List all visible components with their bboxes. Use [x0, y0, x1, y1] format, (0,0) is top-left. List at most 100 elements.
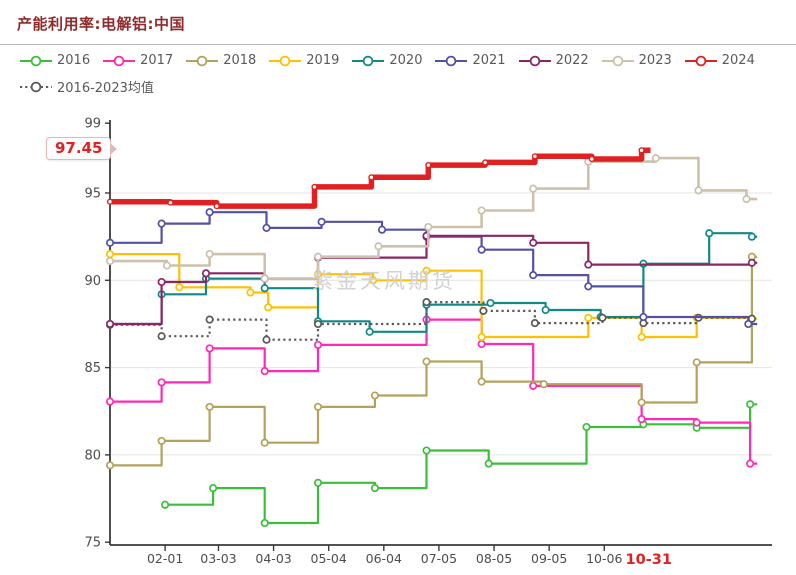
data-point-2024[interactable] [638, 147, 645, 154]
data-point-2020[interactable] [365, 327, 374, 336]
data-point-2017[interactable] [260, 367, 269, 376]
data-point-2017[interactable] [692, 418, 701, 427]
data-point-2016[interactable] [161, 500, 170, 509]
data-point-2023[interactable] [205, 250, 214, 259]
data-point-2021[interactable] [744, 319, 753, 329]
data-point-2017[interactable] [529, 381, 538, 390]
series-line-2021[interactable] [110, 211, 758, 326]
data-point-2018[interactable] [539, 380, 548, 389]
data-point-2024[interactable] [531, 153, 539, 160]
legend-item-2022[interactable]: 2022 [518, 52, 589, 69]
data-point-2017[interactable] [205, 344, 214, 353]
series-2017[interactable] [105, 315, 758, 468]
legend-item-2019[interactable]: 2019 [269, 52, 339, 69]
data-point-2017[interactable] [477, 339, 486, 349]
data-point-2023[interactable] [260, 274, 269, 283]
legend-item-2020[interactable]: 2020 [352, 52, 422, 69]
data-point-2024[interactable] [311, 183, 318, 191]
data-point-2021[interactable] [105, 238, 115, 247]
series-2019[interactable] [105, 250, 758, 342]
data-point-2019[interactable] [105, 250, 115, 259]
legend-item-2018[interactable]: 2018 [186, 52, 256, 69]
data-point-2019[interactable] [264, 303, 273, 312]
data-point-2024[interactable] [482, 159, 489, 166]
data-point-2018[interactable] [692, 358, 701, 367]
data-point-2024[interactable] [368, 174, 375, 181]
data-point-2021[interactable] [157, 219, 166, 228]
series-line-2024[interactable] [110, 147, 651, 209]
data-point-2017[interactable] [157, 378, 166, 387]
data-point-2023[interactable] [313, 252, 323, 261]
data-point-2016[interactable] [484, 459, 493, 468]
data-point-2023[interactable] [424, 222, 433, 232]
data-point-2017[interactable] [637, 415, 646, 424]
legend-item-2016-2023均值[interactable]: 2016-2023均值 [20, 78, 154, 96]
data-point-2024[interactable] [588, 155, 595, 163]
data-point-2023[interactable] [477, 206, 486, 215]
data-point-2020[interactable] [486, 298, 495, 308]
legend-item-2016[interactable]: 2016 [20, 52, 90, 69]
data-point-2016[interactable] [422, 446, 431, 455]
series-line-2018[interactable] [110, 255, 758, 467]
data-point-2016[interactable] [746, 400, 755, 409]
data-point-2024[interactable] [213, 203, 220, 210]
data-point-2016-2023均值[interactable] [598, 313, 607, 322]
data-point-2023[interactable] [162, 261, 171, 270]
data-point-2018[interactable] [422, 357, 431, 366]
data-point-2018[interactable] [105, 461, 115, 470]
data-point-2023[interactable] [529, 184, 538, 193]
series-2016-2023均值[interactable] [105, 298, 758, 344]
data-point-2018[interactable] [313, 402, 323, 411]
data-point-2021[interactable] [584, 282, 593, 291]
data-point-2019[interactable] [477, 332, 486, 342]
data-point-2019[interactable] [637, 332, 646, 342]
data-point-2016-2023均值[interactable] [479, 306, 488, 315]
data-point-2023[interactable] [694, 186, 703, 195]
data-point-2019[interactable] [175, 283, 184, 292]
data-point-2016-2023均值[interactable] [262, 335, 271, 344]
data-point-2019[interactable] [584, 313, 593, 322]
data-point-2024[interactable] [425, 162, 432, 169]
data-point-2018[interactable] [370, 391, 379, 400]
data-point-2023[interactable] [742, 195, 751, 204]
data-point-2016[interactable] [260, 518, 269, 528]
data-point-2019[interactable] [422, 266, 431, 275]
data-point-2022[interactable] [747, 258, 756, 267]
data-point-2016[interactable] [582, 422, 591, 432]
data-point-2023[interactable] [651, 154, 660, 163]
data-point-2022[interactable] [529, 238, 538, 247]
data-point-2021[interactable] [477, 245, 486, 254]
data-point-2016[interactable] [313, 478, 323, 487]
data-point-2021[interactable] [262, 223, 271, 232]
series-2024[interactable] [106, 147, 651, 210]
series-line-2016[interactable] [165, 403, 758, 525]
series-2018[interactable] [105, 252, 758, 470]
data-point-2020[interactable] [705, 229, 714, 238]
data-point-2020[interactable] [541, 305, 550, 315]
data-point-2020[interactable] [747, 232, 756, 241]
data-point-2016[interactable] [209, 484, 218, 493]
data-point-2020[interactable] [260, 284, 269, 293]
data-point-2018[interactable] [477, 377, 486, 386]
data-point-2016[interactable] [370, 484, 379, 493]
data-point-2018[interactable] [205, 402, 214, 411]
data-point-2017[interactable] [105, 397, 115, 406]
data-point-2022[interactable] [584, 260, 593, 269]
legend-item-2023[interactable]: 2023 [601, 52, 672, 69]
data-point-2021[interactable] [639, 312, 648, 322]
data-point-2021[interactable] [529, 271, 538, 280]
legend-item-2017[interactable]: 2017 [103, 52, 173, 69]
data-point-2019[interactable] [246, 288, 255, 297]
data-point-2018[interactable] [260, 438, 269, 447]
data-point-2022[interactable] [201, 269, 211, 278]
data-point-2024[interactable] [106, 198, 114, 205]
data-point-2023[interactable] [374, 242, 383, 251]
legend-item-2024[interactable]: 2024 [684, 52, 755, 69]
data-point-2017[interactable] [313, 340, 323, 349]
data-point-2016-2023均值[interactable] [205, 315, 214, 324]
data-point-2021[interactable] [377, 225, 387, 234]
data-point-2018[interactable] [157, 436, 166, 445]
data-point-2022[interactable] [105, 319, 115, 329]
data-point-2022[interactable] [157, 277, 166, 287]
data-point-2023[interactable] [105, 257, 115, 266]
